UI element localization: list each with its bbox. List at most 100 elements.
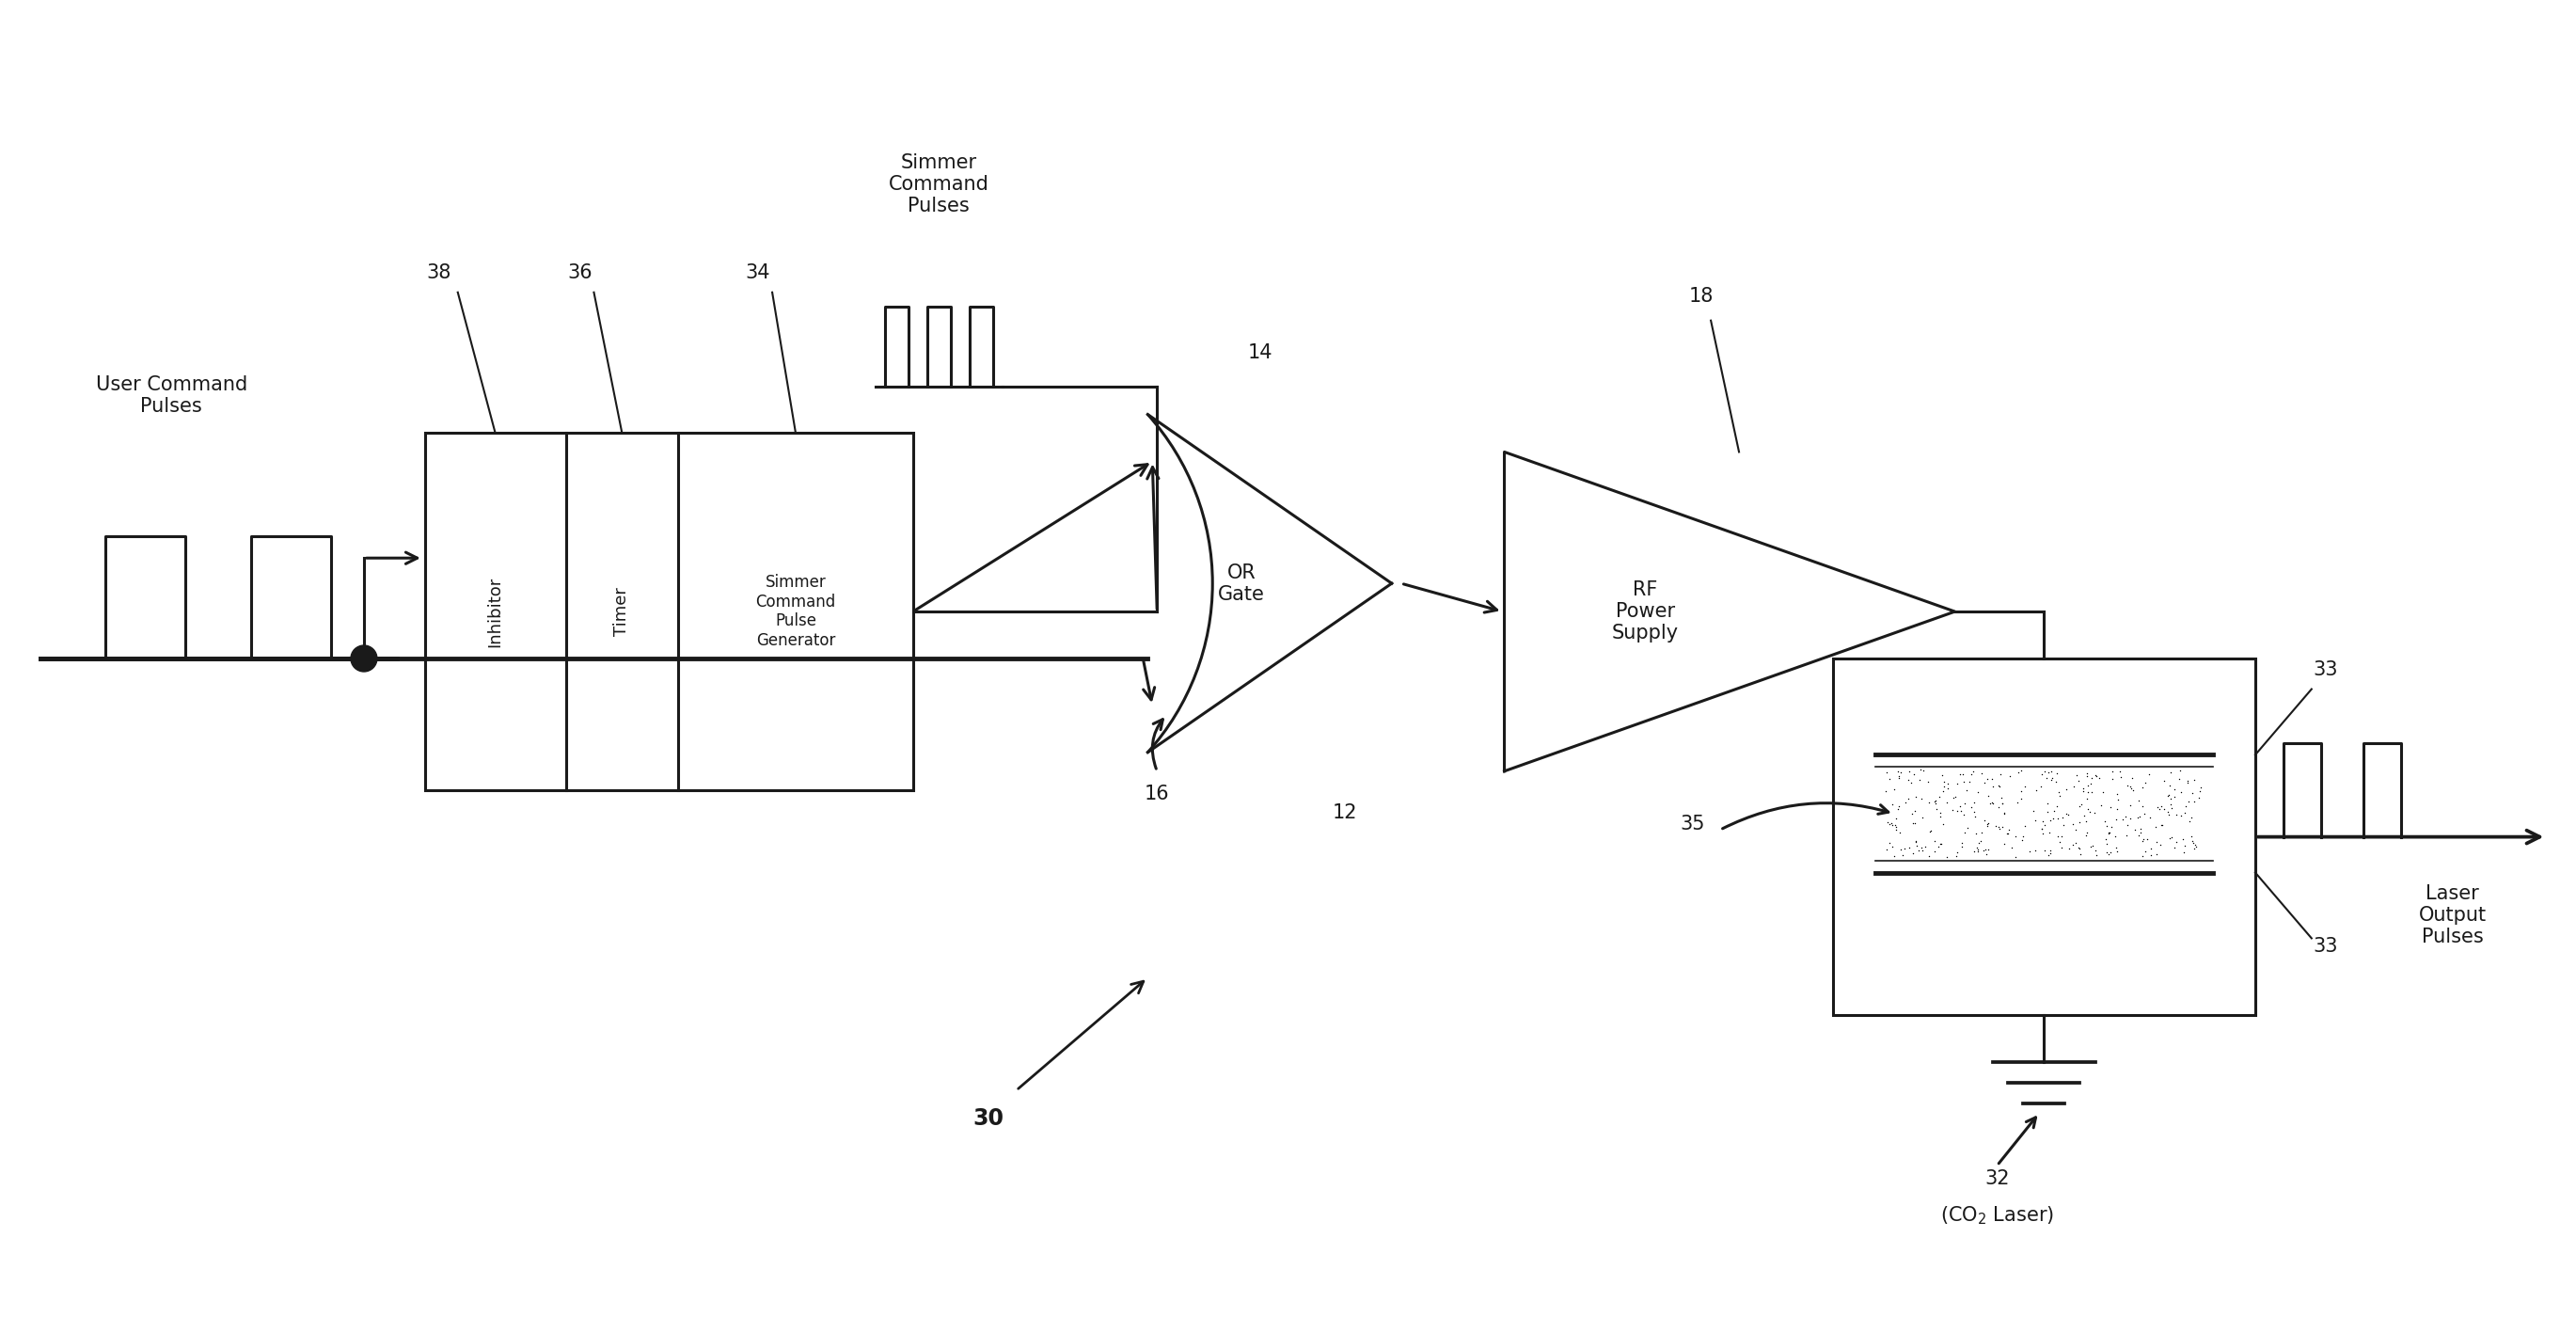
Point (2130, 807, 2172, 828)
Text: 14: 14 (1247, 342, 1273, 362)
Text: Laser
Output
Pulses: Laser Output Pulses (2419, 884, 2486, 947)
Point (2141, 795, 2182, 817)
Point (2112, 768, 2154, 789)
Point (2120, 818, 2161, 839)
Point (2123, 795, 2164, 817)
Point (1963, 840, 2004, 861)
Point (2159, 760, 2200, 781)
Point (1870, 814, 1911, 835)
Point (1873, 794, 1914, 815)
Point (2035, 763, 2076, 784)
Point (1886, 792, 1927, 813)
Point (1932, 799, 1973, 820)
Point (2063, 778, 2105, 799)
Point (2040, 826, 2081, 847)
Point (2032, 807, 2074, 828)
Point (2151, 827, 2192, 848)
Point (2074, 802, 2115, 823)
Point (2071, 836, 2112, 857)
Point (1945, 793, 1986, 814)
Circle shape (350, 645, 376, 672)
Point (1924, 776, 1965, 797)
Point (2022, 818, 2063, 839)
Point (1880, 761, 1922, 782)
Point (1965, 843, 2007, 864)
Point (2172, 826, 2213, 847)
Point (1914, 790, 1955, 811)
Point (2143, 770, 2184, 792)
Point (2097, 789, 2138, 810)
Point (2136, 817, 2177, 838)
Text: RF
Power
Supply: RF Power Supply (1613, 581, 1680, 643)
Point (2102, 809, 2143, 830)
Point (1960, 822, 2002, 843)
Point (1893, 813, 1935, 834)
Point (2058, 838, 2099, 859)
Point (2053, 834, 2094, 855)
Point (1901, 839, 1942, 860)
Point (2136, 831, 2177, 852)
Point (1999, 760, 2040, 781)
Point (2053, 814, 2094, 835)
Point (1942, 803, 1984, 824)
Point (2146, 801, 2187, 822)
Text: 35: 35 (1680, 815, 1705, 834)
Point (2030, 769, 2071, 790)
Point (2097, 809, 2138, 830)
Point (1927, 773, 1968, 794)
Point (1981, 817, 2022, 838)
Point (1953, 792, 1994, 813)
Point (2066, 822, 2107, 843)
Point (2099, 766, 2141, 788)
Point (1937, 801, 1978, 822)
Point (2125, 840, 2166, 861)
Point (2164, 835, 2205, 856)
Point (1965, 814, 2007, 835)
Point (2022, 811, 2063, 832)
Point (2069, 773, 2110, 794)
Point (1899, 769, 1940, 790)
Point (2030, 840, 2071, 861)
Point (1914, 831, 1955, 852)
Point (2161, 806, 2202, 827)
Point (2117, 824, 2159, 846)
Point (2066, 798, 2107, 819)
Point (1942, 772, 1984, 793)
Point (2074, 840, 2115, 861)
Point (2117, 807, 2159, 828)
Point (2089, 822, 2130, 843)
Point (1873, 836, 1914, 857)
Point (1991, 836, 2032, 857)
Point (1919, 802, 1960, 823)
Point (1883, 838, 1924, 859)
Text: User Command
Pulses: User Command Pulses (95, 375, 247, 416)
Point (2130, 838, 2172, 859)
Point (2030, 760, 2071, 781)
Point (1942, 832, 1984, 853)
Point (1893, 801, 1935, 822)
Point (2063, 805, 2105, 826)
Point (2112, 780, 2154, 801)
Text: 33: 33 (2313, 938, 2339, 956)
Text: 36: 36 (567, 263, 592, 282)
Point (2025, 761, 2066, 782)
Point (1893, 813, 1935, 834)
Point (1891, 772, 1932, 793)
Point (1870, 813, 1911, 834)
Point (2020, 776, 2061, 797)
Point (1878, 822, 1919, 843)
Point (2056, 765, 2097, 786)
Point (1971, 792, 2012, 813)
Point (2123, 831, 2164, 852)
Point (1919, 806, 1960, 827)
Point (1965, 839, 2007, 860)
Point (2110, 809, 2151, 830)
Point (2066, 788, 2107, 809)
Point (2141, 814, 2182, 835)
Point (2138, 835, 2179, 856)
Point (2048, 803, 2089, 824)
Point (2071, 835, 2112, 856)
Point (1940, 799, 1981, 820)
Point (2027, 793, 2069, 814)
Point (2066, 765, 2107, 786)
